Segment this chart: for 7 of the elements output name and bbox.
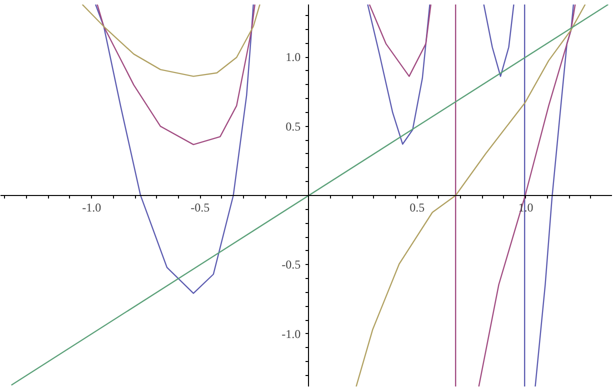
x-tick-label: 0.5 <box>410 200 425 214</box>
y-tick-label: -0.5 <box>282 258 301 272</box>
x-tick-label: -1.0 <box>82 200 102 214</box>
y-tick-label: 0.5 <box>286 119 301 134</box>
x-tick-label: -0.5 <box>190 200 210 214</box>
y-tick-label: -1.0 <box>282 326 301 341</box>
y-tick-label: 1.0 <box>286 50 301 64</box>
